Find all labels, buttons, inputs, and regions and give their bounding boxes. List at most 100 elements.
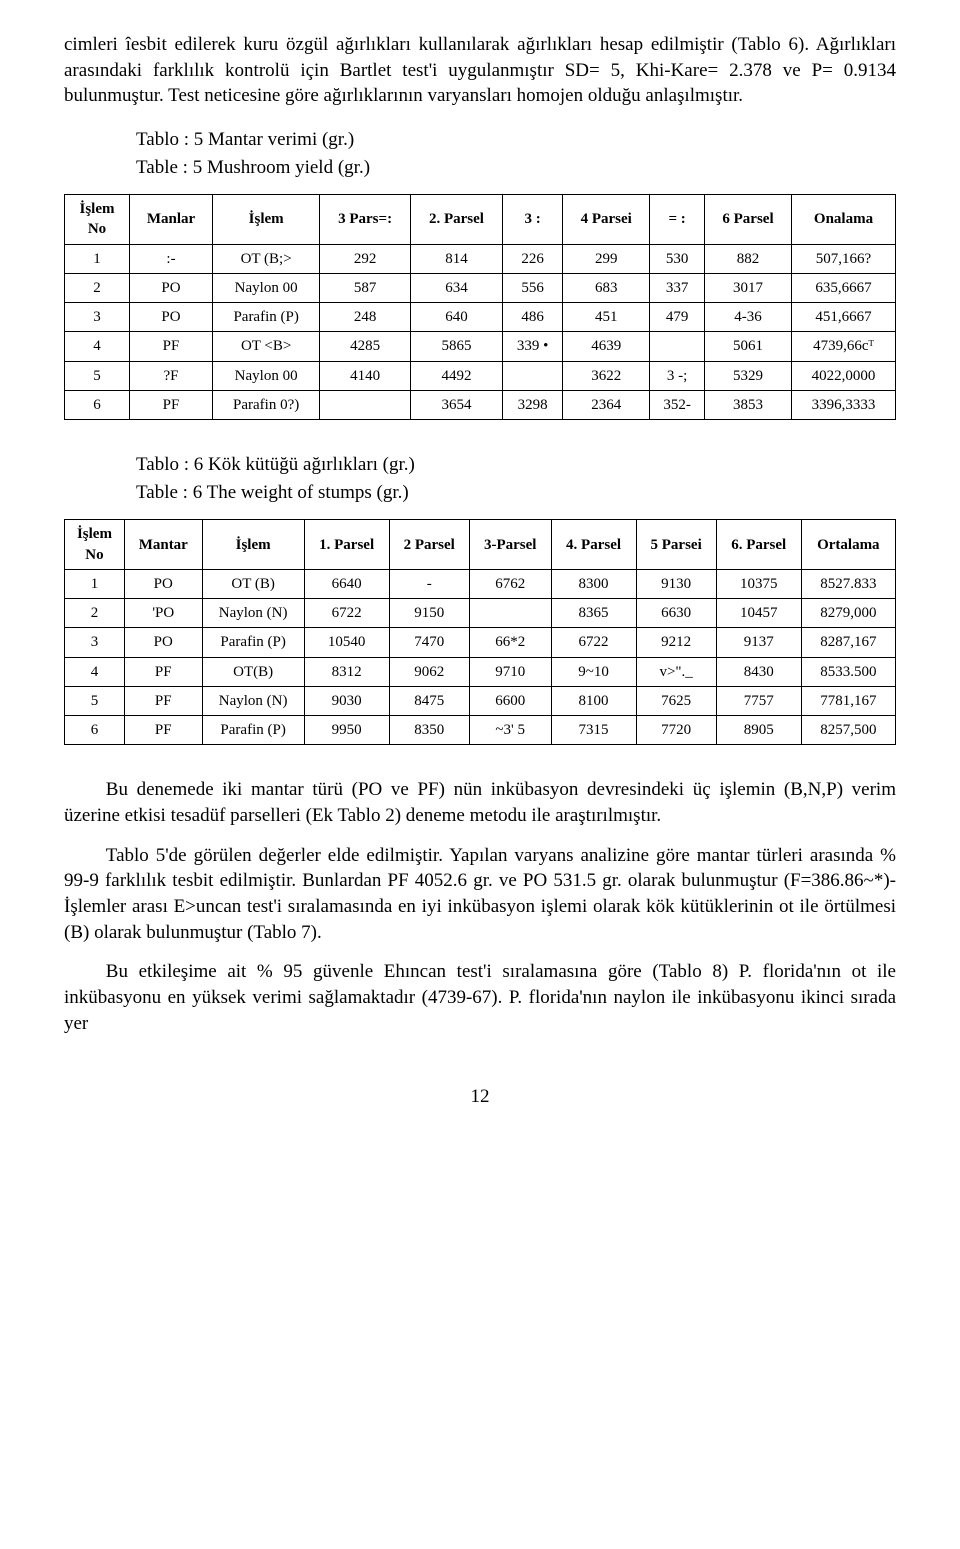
table-row: 4PFOT(B)8312906297109~10v>"._84308533.50… — [65, 657, 896, 686]
table-cell: 5329 — [705, 361, 792, 390]
table-row: 1:-OT (B;>292814226299530882507,166? — [65, 244, 896, 273]
table-cell: 3622 — [563, 361, 650, 390]
table-cell: PF — [124, 686, 202, 715]
table-row: 2PONaylon 005876345566833373017635,6667 — [65, 273, 896, 302]
table-cell: Naylon (N) — [202, 599, 304, 628]
table-cell: 3017 — [705, 273, 792, 302]
table-row: 3POParafin (P)2486404864514794-36451,666… — [65, 303, 896, 332]
table-cell: 2 — [65, 599, 125, 628]
table-cell: 451,6667 — [792, 303, 896, 332]
table-cell: 3396,3333 — [792, 390, 896, 419]
table-cell: 4 — [65, 332, 130, 361]
table-cell: 6762 — [469, 569, 551, 598]
table-cell: 8287,167 — [801, 628, 895, 657]
table-header-cell: 3 Pars=: — [320, 195, 411, 245]
table6-caption-en: Table : 6 The weight of stumps (gr.) — [136, 480, 896, 506]
table-cell: 8430 — [716, 657, 801, 686]
table-cell: 352- — [650, 390, 705, 419]
table-cell: 4140 — [320, 361, 411, 390]
table-header-cell: 2. Parsel — [410, 195, 502, 245]
table-cell — [502, 361, 562, 390]
table-cell: 337 — [650, 273, 705, 302]
table-cell: 4 — [65, 657, 125, 686]
table-cell: 10540 — [304, 628, 389, 657]
paragraph-3: Tablo 5'de görülen değerler elde edilmiş… — [64, 843, 896, 946]
table-cell: 292 — [320, 244, 411, 273]
table-cell: 9212 — [636, 628, 716, 657]
table-cell: 479 — [650, 303, 705, 332]
table-header-cell: Manlar — [129, 195, 212, 245]
table-cell: 451 — [563, 303, 650, 332]
table-cell: 3 — [65, 628, 125, 657]
table-header-cell: 6 Parsel — [705, 195, 792, 245]
table-cell: 4739,66cᵀ — [792, 332, 896, 361]
table-cell: Parafin (P) — [213, 303, 320, 332]
table-cell: 299 — [563, 244, 650, 273]
table-cell: 5 — [65, 361, 130, 390]
table-cell: OT <B> — [213, 332, 320, 361]
table-cell: 9130 — [636, 569, 716, 598]
table-cell: 7470 — [389, 628, 469, 657]
table-cell: PO — [124, 628, 202, 657]
table-cell: 3298 — [502, 390, 562, 419]
table-cell: 8279,000 — [801, 599, 895, 628]
table-5: İşlemNoManlarİşlem3 Pars=:2. Parsel3 :4 … — [64, 194, 896, 420]
table-cell: 248 — [320, 303, 411, 332]
table-cell: 7625 — [636, 686, 716, 715]
table-cell — [320, 390, 411, 419]
table-cell: ?F — [129, 361, 212, 390]
table-cell: 7720 — [636, 716, 716, 745]
table-cell: OT (B) — [202, 569, 304, 598]
table-cell: 5061 — [705, 332, 792, 361]
table-cell: 4639 — [563, 332, 650, 361]
table-cell: PO — [129, 273, 212, 302]
table-cell: 882 — [705, 244, 792, 273]
table-cell: v>"._ — [636, 657, 716, 686]
table-header-cell: 1. Parsel — [304, 520, 389, 570]
table-cell: 9030 — [304, 686, 389, 715]
table-cell: Naylon (N) — [202, 686, 304, 715]
table-header-cell: 3 : — [502, 195, 562, 245]
table-cell: 9062 — [389, 657, 469, 686]
table-cell: OT (B;> — [213, 244, 320, 273]
table-cell: 635,6667 — [792, 273, 896, 302]
table-cell — [469, 599, 551, 628]
table-row: 4PFOT <B>42855865339 •463950614739,66cᵀ — [65, 332, 896, 361]
table-cell: 3654 — [410, 390, 502, 419]
table-row: 2'PONaylon (N)6722915083656630104578279,… — [65, 599, 896, 628]
table-row: 6PFParafin (P)99508350~3' 57315772089058… — [65, 716, 896, 745]
table-cell: 8300 — [551, 569, 636, 598]
table-6: İşlemNoMantarİşlem1. Parsel2 Parsel3-Par… — [64, 519, 896, 745]
table5-caption-tr: Tablo : 5 Mantar verimi (gr.) — [136, 127, 896, 153]
table-cell: 2 — [65, 273, 130, 302]
table-cell: 814 — [410, 244, 502, 273]
table-cell: PO — [124, 569, 202, 598]
table-cell: 6722 — [304, 599, 389, 628]
table-cell: 530 — [650, 244, 705, 273]
table-row: 3POParafin (P)10540747066*26722921291378… — [65, 628, 896, 657]
table-row: 5PFNaylon (N)903084756600810076257757778… — [65, 686, 896, 715]
table-cell: 10375 — [716, 569, 801, 598]
table-cell: 1 — [65, 569, 125, 598]
table-cell: 556 — [502, 273, 562, 302]
table-cell: 587 — [320, 273, 411, 302]
table-cell: Naylon 00 — [213, 273, 320, 302]
table-header-cell: İşlem — [202, 520, 304, 570]
table-row: 5?FNaylon 004140449236223 -;53294022,000… — [65, 361, 896, 390]
table-cell: 226 — [502, 244, 562, 273]
table-cell: PF — [129, 332, 212, 361]
table-cell: 5865 — [410, 332, 502, 361]
table-cell: 3 — [65, 303, 130, 332]
table-row: 1POOT (B)6640-676283009130103758527.833 — [65, 569, 896, 598]
table-cell: PF — [124, 716, 202, 745]
table-cell: 6600 — [469, 686, 551, 715]
table-cell: 10457 — [716, 599, 801, 628]
table-cell: 2364 — [563, 390, 650, 419]
table5-caption-en: Table : 5 Mushroom yield (gr.) — [136, 155, 896, 181]
table-header-cell: Ortalama — [801, 520, 895, 570]
table-cell: Naylon 00 — [213, 361, 320, 390]
table-cell: 8257,500 — [801, 716, 895, 745]
table-cell: 'PO — [124, 599, 202, 628]
table-cell: 6640 — [304, 569, 389, 598]
table-cell: PO — [129, 303, 212, 332]
